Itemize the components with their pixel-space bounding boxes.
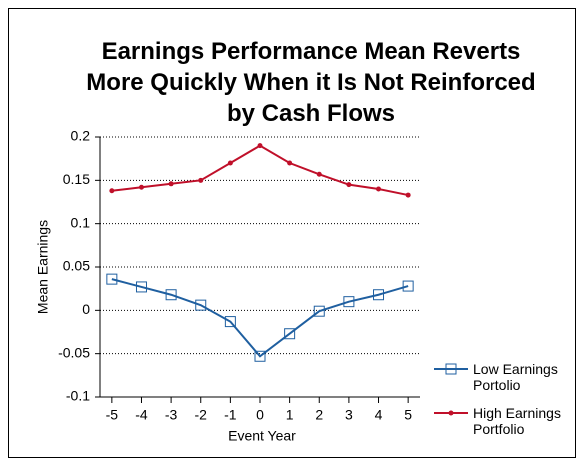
x-tick-label: 1 <box>286 407 294 423</box>
marker <box>287 160 293 166</box>
x-tick-label: 2 <box>315 407 323 423</box>
legend-label: Low Earnings Portolio <box>473 361 558 393</box>
y-tick-label: 0.15 <box>63 171 90 187</box>
marker <box>168 181 174 187</box>
series-line <box>111 144 409 197</box>
y-axis-label: Mean Earnings <box>35 220 51 314</box>
marker <box>346 182 352 188</box>
marker <box>313 305 325 317</box>
chart-title: Earnings Performance Mean Reverts More Q… <box>86 38 536 127</box>
marker <box>257 143 263 149</box>
chart-frame <box>8 8 576 458</box>
marker <box>198 177 204 183</box>
marker <box>106 273 118 285</box>
x-tick-label: 4 <box>375 407 383 423</box>
marker <box>316 171 322 177</box>
marker <box>227 160 233 166</box>
x-tick-label: -1 <box>224 407 237 423</box>
x-tick-label: 5 <box>404 407 412 423</box>
marker <box>343 296 355 308</box>
x-tick-label: -3 <box>165 407 178 423</box>
marker <box>224 316 236 328</box>
y-tick-label: 0.2 <box>71 128 91 144</box>
x-tick-label: -2 <box>195 407 208 423</box>
series-line <box>111 278 409 358</box>
legend-label: High Earnings Portfolio <box>473 405 561 437</box>
legend-marker <box>445 363 457 375</box>
y-tick-label: 0.05 <box>63 258 90 274</box>
marker <box>376 186 382 192</box>
marker <box>109 188 115 194</box>
y-tick-label: 0.1 <box>71 214 91 230</box>
marker <box>284 328 296 340</box>
x-tick-label: -5 <box>106 407 119 423</box>
y-tick-label: -0.1 <box>66 388 90 404</box>
x-tick-label: -4 <box>135 407 148 423</box>
marker <box>135 281 147 293</box>
marker <box>138 184 144 190</box>
marker <box>405 192 411 198</box>
marker <box>402 280 414 292</box>
marker <box>195 299 207 311</box>
x-axis-label: Event Year <box>228 428 296 444</box>
marker <box>254 350 266 362</box>
marker <box>165 289 177 301</box>
marker <box>373 289 385 301</box>
y-tick-label: -0.05 <box>58 344 90 360</box>
y-tick-label: 0 <box>82 301 90 317</box>
legend-marker <box>448 410 454 416</box>
x-tick-label: 3 <box>345 407 353 423</box>
x-tick-label: 0 <box>256 407 264 423</box>
